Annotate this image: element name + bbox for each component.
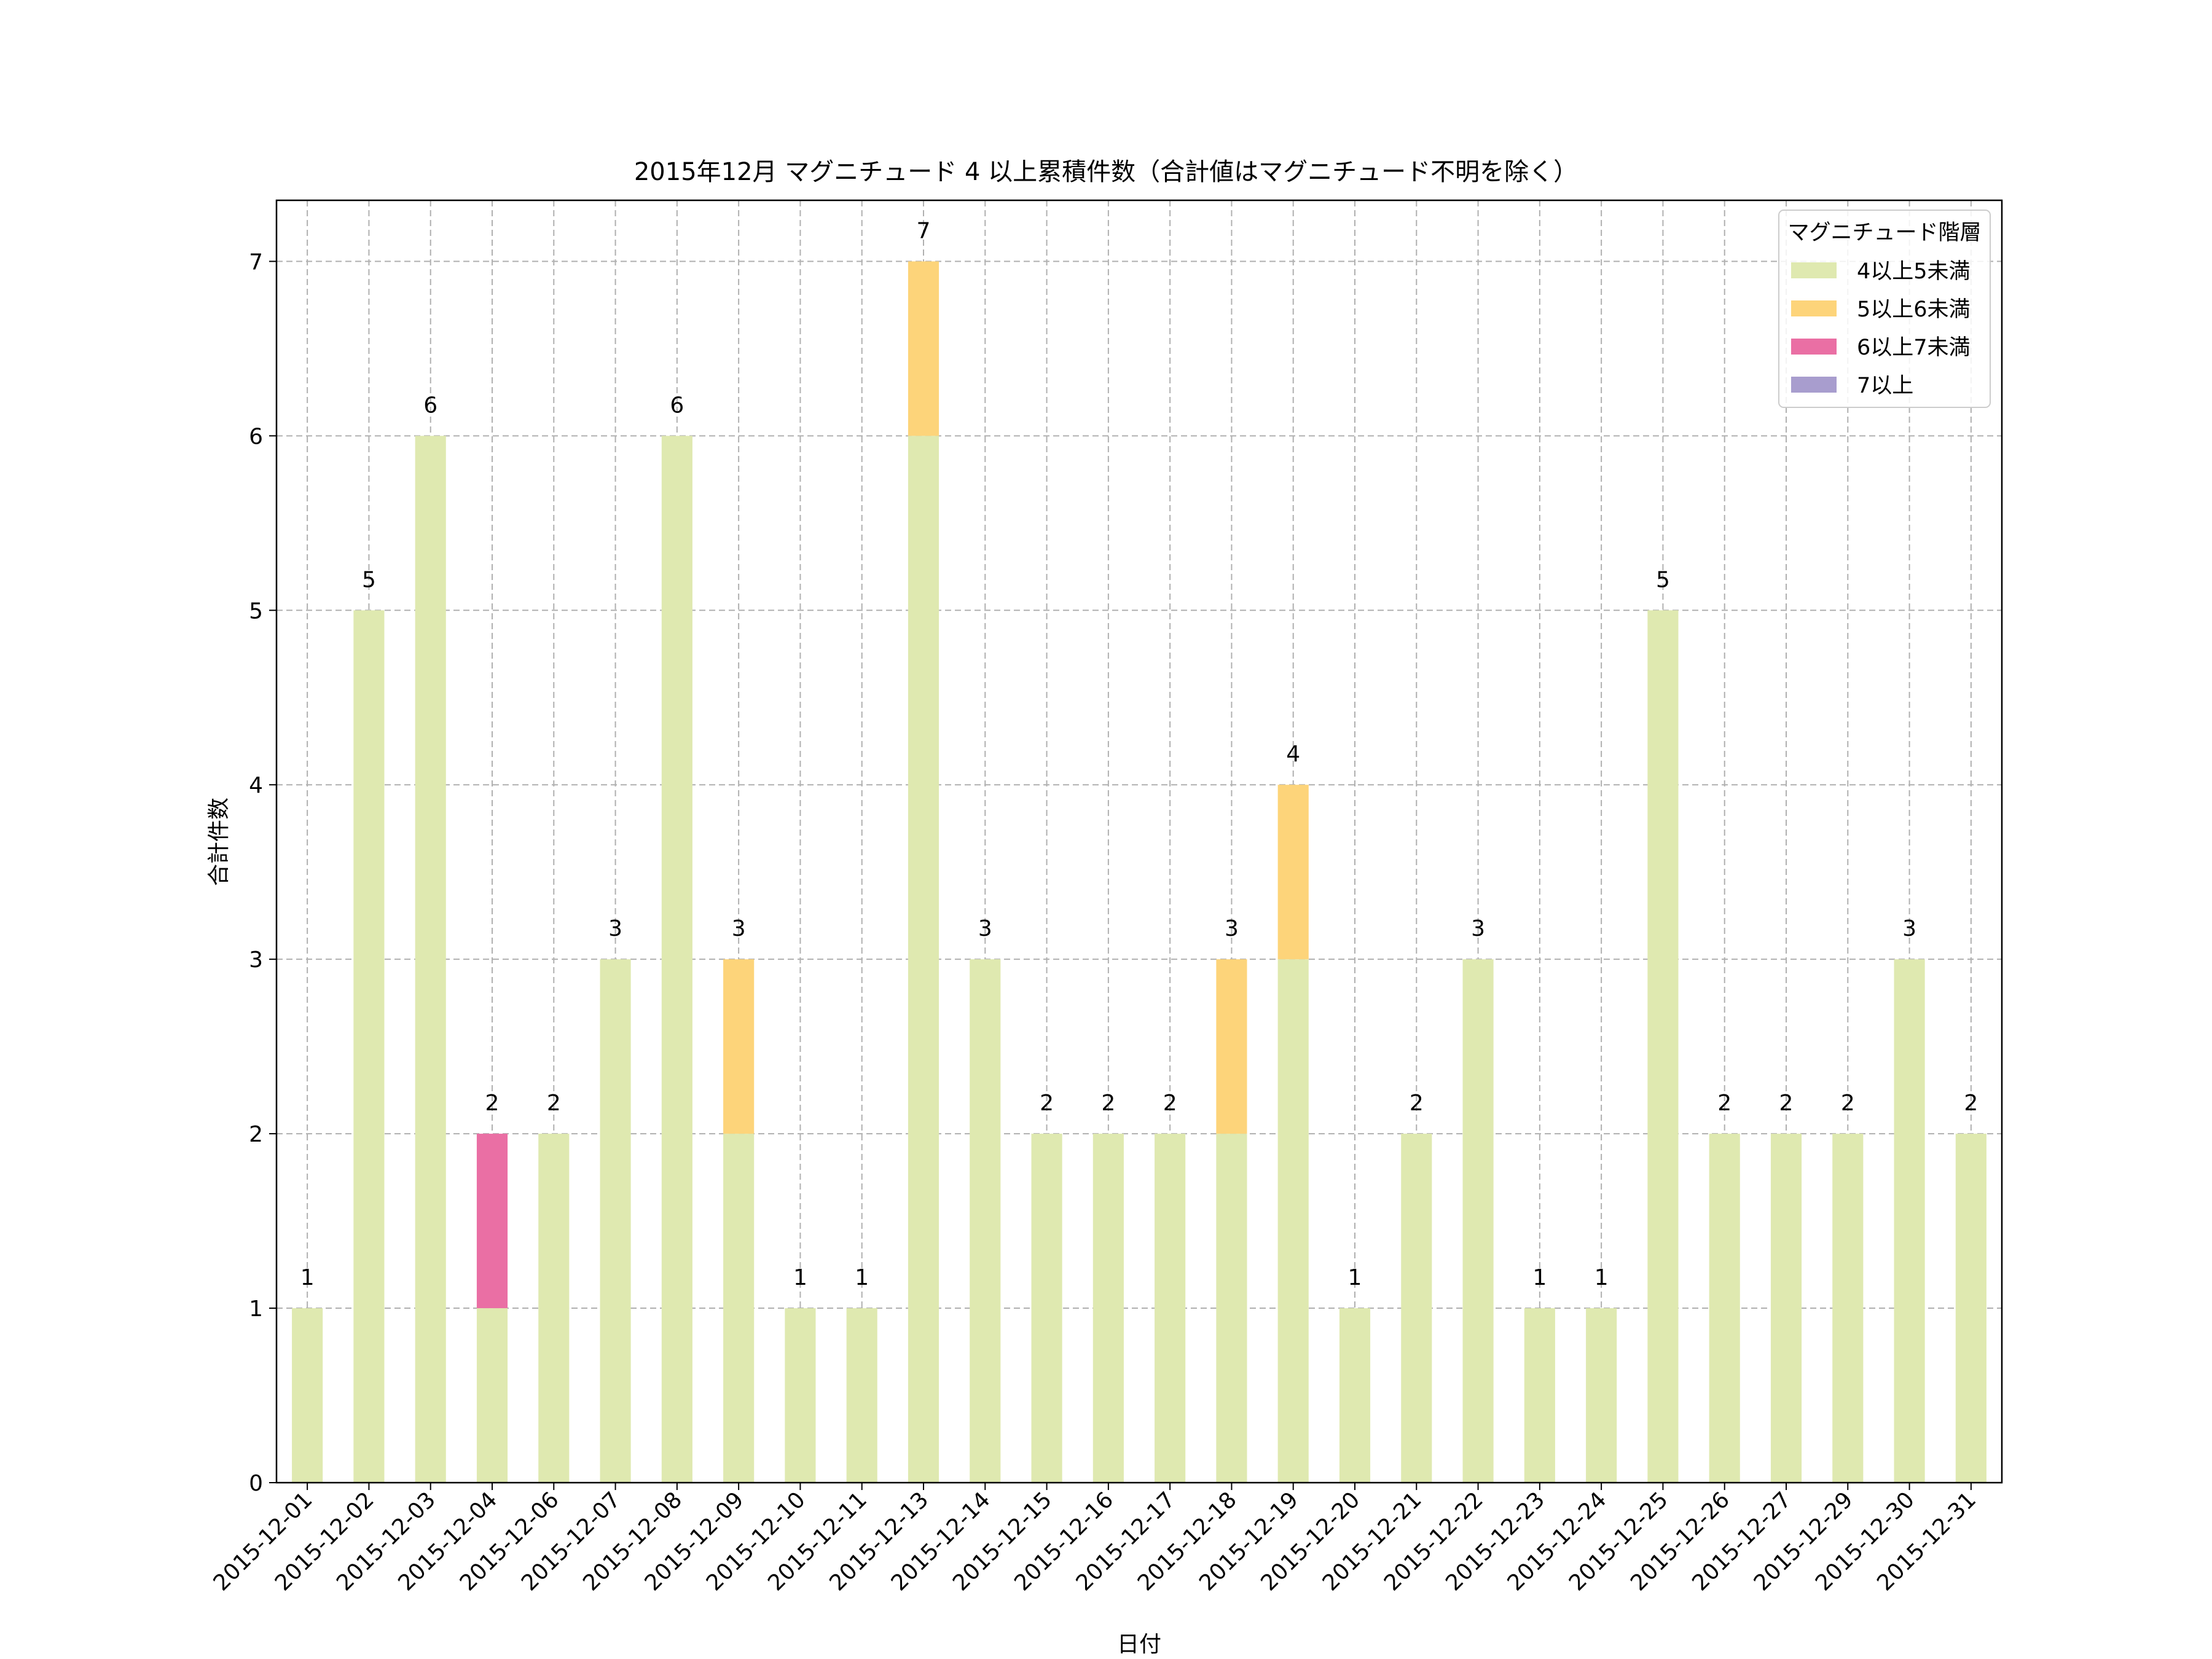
- bar-segment: [1277, 959, 1309, 1483]
- y-tick-label: 1: [249, 1296, 263, 1322]
- grid: [276, 200, 2002, 1483]
- y-tick-label: 7: [249, 249, 263, 275]
- legend: マグニチュード階層 4以上5未満 5以上6未満 6以上7未満 7以上: [1778, 210, 1991, 408]
- x-axis-label: 日付: [1117, 1632, 1161, 1657]
- bar-segment: [1894, 959, 1925, 1483]
- bar-total-label: 3: [1902, 916, 1916, 941]
- y-tick-label: 6: [249, 424, 263, 449]
- bar-total-label: 2: [1163, 1091, 1177, 1116]
- bar-total-label: 5: [362, 567, 376, 592]
- y-tick-label: 5: [249, 598, 263, 624]
- bar-segment: [846, 1308, 877, 1483]
- bar-total-label: 2: [485, 1091, 500, 1116]
- legend-swatch: [1791, 262, 1837, 278]
- legend-title: マグニチュード階層: [1787, 221, 1981, 245]
- bar-total-label: 2: [1410, 1091, 1424, 1116]
- bar-segment: [723, 959, 755, 1134]
- bar-total-label: 1: [1532, 1265, 1547, 1290]
- bar-segment: [292, 1308, 323, 1483]
- bar-total-label: 6: [423, 393, 437, 418]
- bar-total-label: 3: [978, 916, 992, 941]
- bar-total-label: 2: [1964, 1091, 1978, 1116]
- legend-swatch: [1791, 300, 1837, 316]
- plot-frame: [275, 199, 2003, 1484]
- bar-total-label: 2: [1040, 1091, 1054, 1116]
- bar-total-label: 1: [793, 1265, 807, 1290]
- chart-title: 2015年12月 マグニチュード 4 以上累積件数（合計値はマグニチュード不明を…: [634, 158, 1578, 186]
- bar-total-label: 3: [1225, 916, 1239, 941]
- bar-segment: [785, 1308, 816, 1483]
- bar-segment: [476, 1134, 508, 1309]
- bar-segment: [353, 610, 385, 1483]
- bar-segment: [970, 959, 1001, 1483]
- bar-total-label: 2: [547, 1091, 561, 1116]
- bar-total-label: 6: [670, 393, 684, 418]
- legend-box: [1778, 210, 1991, 408]
- bar-segment: [476, 1308, 508, 1483]
- y-tick-label: 2: [249, 1122, 263, 1147]
- legend-swatch: [1791, 377, 1837, 393]
- bar-segment: [1339, 1308, 1371, 1483]
- bar-total-label: 3: [732, 916, 746, 941]
- bar-total-label: 5: [1656, 567, 1670, 592]
- bar-segment: [1524, 1308, 1555, 1483]
- bar-segment: [1586, 1308, 1617, 1483]
- bar-segment: [1092, 1134, 1124, 1483]
- y-tick-label: 4: [249, 773, 263, 798]
- bar-segment: [415, 436, 446, 1483]
- bar-segment: [1832, 1134, 1864, 1483]
- bar-segment: [1770, 1134, 1802, 1483]
- bar-total-label: 1: [1594, 1265, 1609, 1290]
- bar-total-label: 2: [1779, 1091, 1794, 1116]
- bar-total-label: 3: [1471, 916, 1485, 941]
- bar-total-label: 2: [1717, 1091, 1732, 1116]
- bar-segment: [1031, 1134, 1062, 1483]
- bar-total-label: 1: [1348, 1265, 1362, 1290]
- bar-total-label: 2: [1841, 1091, 1855, 1116]
- bar-total-label: 3: [608, 916, 622, 941]
- y-axis: 0 1 2 3 4 5 6 7: [249, 249, 276, 1496]
- bar-segment: [600, 959, 631, 1483]
- bar-segment: [1216, 1134, 1247, 1483]
- bar-segment: [908, 436, 939, 1483]
- y-tick-label: 0: [249, 1471, 263, 1496]
- bar-total-label: 2: [1101, 1091, 1115, 1116]
- bar-segment: [1647, 610, 1679, 1483]
- bar-segment: [1277, 785, 1309, 960]
- bar-total-label: 1: [855, 1265, 869, 1290]
- bars: [292, 261, 1986, 1483]
- bar-segment: [538, 1134, 570, 1483]
- legend-items: 4以上5未満 5以上6未満 6以上7未満 7以上: [1791, 259, 1971, 398]
- legend-label: 6以上7未満: [1857, 335, 1971, 360]
- y-tick-label: 3: [249, 947, 263, 973]
- bar-segment: [1709, 1134, 1740, 1483]
- bar-segment: [723, 1134, 755, 1483]
- bar-segment: [1955, 1134, 1986, 1483]
- bar-total-label: 7: [917, 218, 931, 243]
- bar-total-label: 1: [300, 1265, 315, 1290]
- x-axis: 2015-12-012015-12-022015-12-032015-12-04…: [209, 1483, 1981, 1596]
- bar-segment: [1401, 1134, 1432, 1483]
- legend-label: 5以上6未満: [1857, 297, 1971, 322]
- bar-segment: [908, 261, 939, 436]
- bar-segment: [1155, 1134, 1186, 1483]
- legend-label: 7以上: [1857, 374, 1913, 398]
- bar-segment: [1462, 959, 1494, 1483]
- bar-segment: [661, 436, 692, 1483]
- y-axis-label: 合計件数: [206, 798, 232, 886]
- legend-swatch: [1791, 339, 1837, 355]
- bar-total-label: 4: [1286, 742, 1300, 767]
- bar-segment: [1216, 959, 1247, 1134]
- legend-label: 4以上5未満: [1857, 259, 1971, 284]
